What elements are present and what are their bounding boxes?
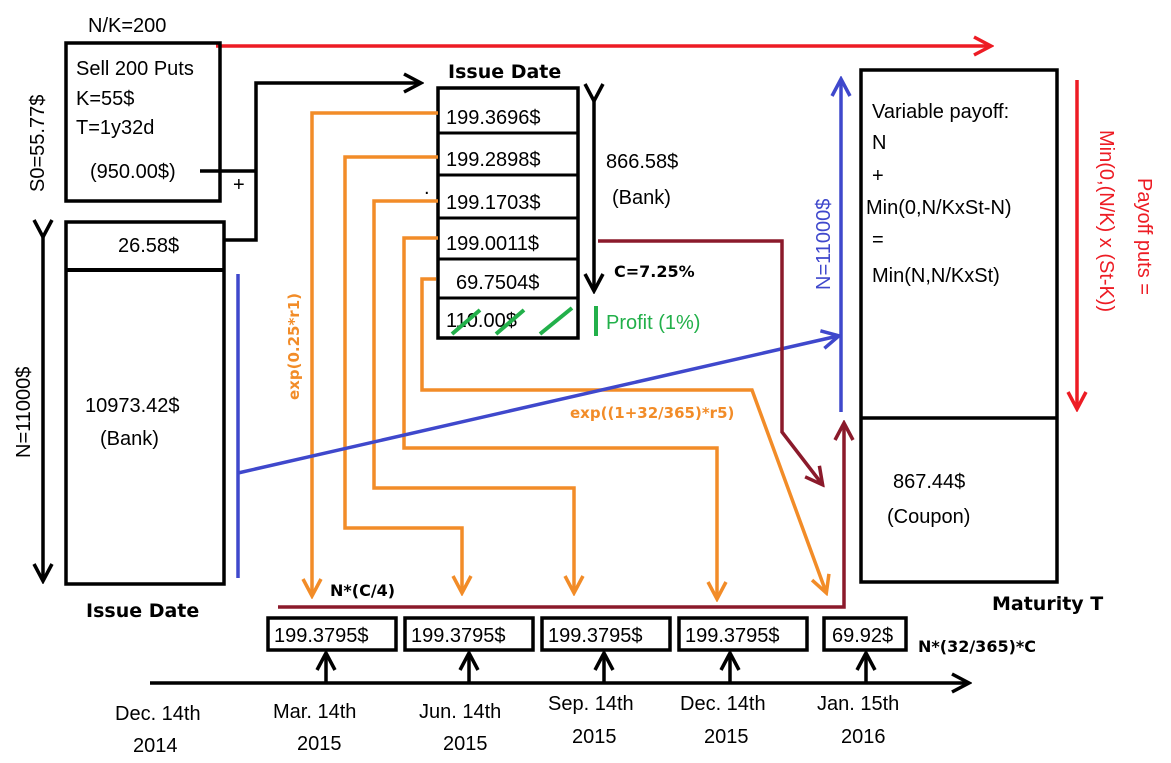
blue-n-label: N=11000$ bbox=[813, 199, 835, 290]
put-line1: Sell 200 Puts bbox=[76, 58, 194, 80]
date-1-line1: Dec. 14th bbox=[115, 703, 201, 725]
put-line2: K=55$ bbox=[76, 88, 134, 110]
middle-cell-2: 199.2898$ bbox=[446, 149, 541, 171]
date-3-line1: Jun. 14th bbox=[419, 701, 501, 723]
orange-discount-arrows bbox=[312, 111, 826, 598]
coupon-rate-label: C=7.25% bbox=[614, 262, 695, 281]
black-connector-arrow bbox=[224, 83, 420, 242]
maturity-label: Maturity T bbox=[992, 593, 1103, 615]
date-6-line2: 2016 bbox=[841, 726, 886, 748]
blue-diagonal-arrow bbox=[237, 336, 838, 475]
coupon-formula-label: N*(C/4) bbox=[330, 581, 395, 600]
date-5-line2: 2015 bbox=[704, 726, 749, 748]
put-box bbox=[64, 41, 222, 203]
date-4-line1: Sep. 14th bbox=[548, 693, 634, 715]
right-line3: + bbox=[872, 165, 884, 187]
s0-label: S0=55.77$ bbox=[27, 95, 49, 192]
payment-box-4 bbox=[677, 616, 809, 652]
timeline-up-arrows bbox=[326, 654, 866, 683]
plus-sign: + bbox=[233, 174, 245, 196]
last-coupon-formula: N*(32/365)*C bbox=[918, 637, 1036, 656]
profit-label: Profit (1%) bbox=[606, 312, 700, 334]
darkred-coupon-arrow bbox=[278, 424, 844, 609]
right-line1: Variable payoff: bbox=[872, 101, 1009, 123]
dot-mark: . bbox=[424, 177, 430, 199]
date-1-line2: 2014 bbox=[133, 735, 178, 757]
payment-3: 199.3795$ bbox=[548, 625, 643, 647]
date-5-line1: Dec. 14th bbox=[680, 693, 766, 715]
right-line2: N bbox=[872, 132, 886, 154]
exp-r1-label: exp(0.25*r1) bbox=[285, 293, 303, 400]
payoff-label: Payoff puts = bbox=[1133, 178, 1155, 295]
middle-bank-value: 866.58$ bbox=[606, 151, 678, 173]
coupon-value: 867.44$ bbox=[893, 471, 965, 493]
date-2-line2: 2015 bbox=[297, 733, 342, 755]
profit-strike-marks bbox=[450, 306, 574, 336]
darkred-bank-arrow bbox=[598, 239, 822, 484]
middle-bank-label: (Bank) bbox=[612, 187, 671, 209]
date-4-line2: 2015 bbox=[572, 726, 617, 748]
payment-1: 199.3795$ bbox=[274, 625, 369, 647]
payment-2: 199.3795$ bbox=[411, 625, 506, 647]
right-box bbox=[859, 68, 1059, 584]
put-line3: T=1y32d bbox=[76, 117, 154, 139]
left-bank-label: (Bank) bbox=[100, 428, 159, 450]
payment-4: 199.3795$ bbox=[685, 625, 780, 647]
middle-title: Issue Date bbox=[448, 61, 561, 83]
left-n-label: N=11000$ bbox=[13, 367, 35, 458]
right-line5: = bbox=[872, 229, 884, 251]
exp-r5-label: exp((1+32/365)*r5) bbox=[570, 404, 734, 422]
middle-cell-4: 199.0011$ bbox=[446, 233, 539, 255]
date-6-line1: Jan. 15th bbox=[817, 693, 899, 715]
middle-cell-1: 199.3696$ bbox=[446, 107, 541, 129]
left-top-value: 26.58$ bbox=[118, 235, 179, 257]
left-issue-label: Issue Date bbox=[86, 600, 199, 622]
left-box bbox=[64, 220, 226, 586]
right-line6: Min(N,N/KxSt) bbox=[872, 265, 1000, 287]
payoff-formula: Min(0,(N/K) x (St-K)) bbox=[1095, 130, 1117, 312]
right-line4: Min(0,N/KxSt-N) bbox=[866, 197, 1012, 219]
middle-cell-3: 199.1703$ bbox=[446, 192, 541, 214]
date-3-line2: 2015 bbox=[443, 733, 488, 755]
date-2-line1: Mar. 14th bbox=[273, 701, 356, 723]
middle-cell-5: 69.7504$ bbox=[456, 272, 539, 294]
put-premium: (950.00$) bbox=[90, 161, 176, 183]
payment-5: 69.92$ bbox=[832, 625, 893, 647]
left-bank-value: 10973.42$ bbox=[85, 395, 180, 417]
middle-stack bbox=[436, 86, 580, 340]
coupon-label: (Coupon) bbox=[887, 506, 970, 528]
nk-label: N/K=200 bbox=[88, 15, 166, 37]
